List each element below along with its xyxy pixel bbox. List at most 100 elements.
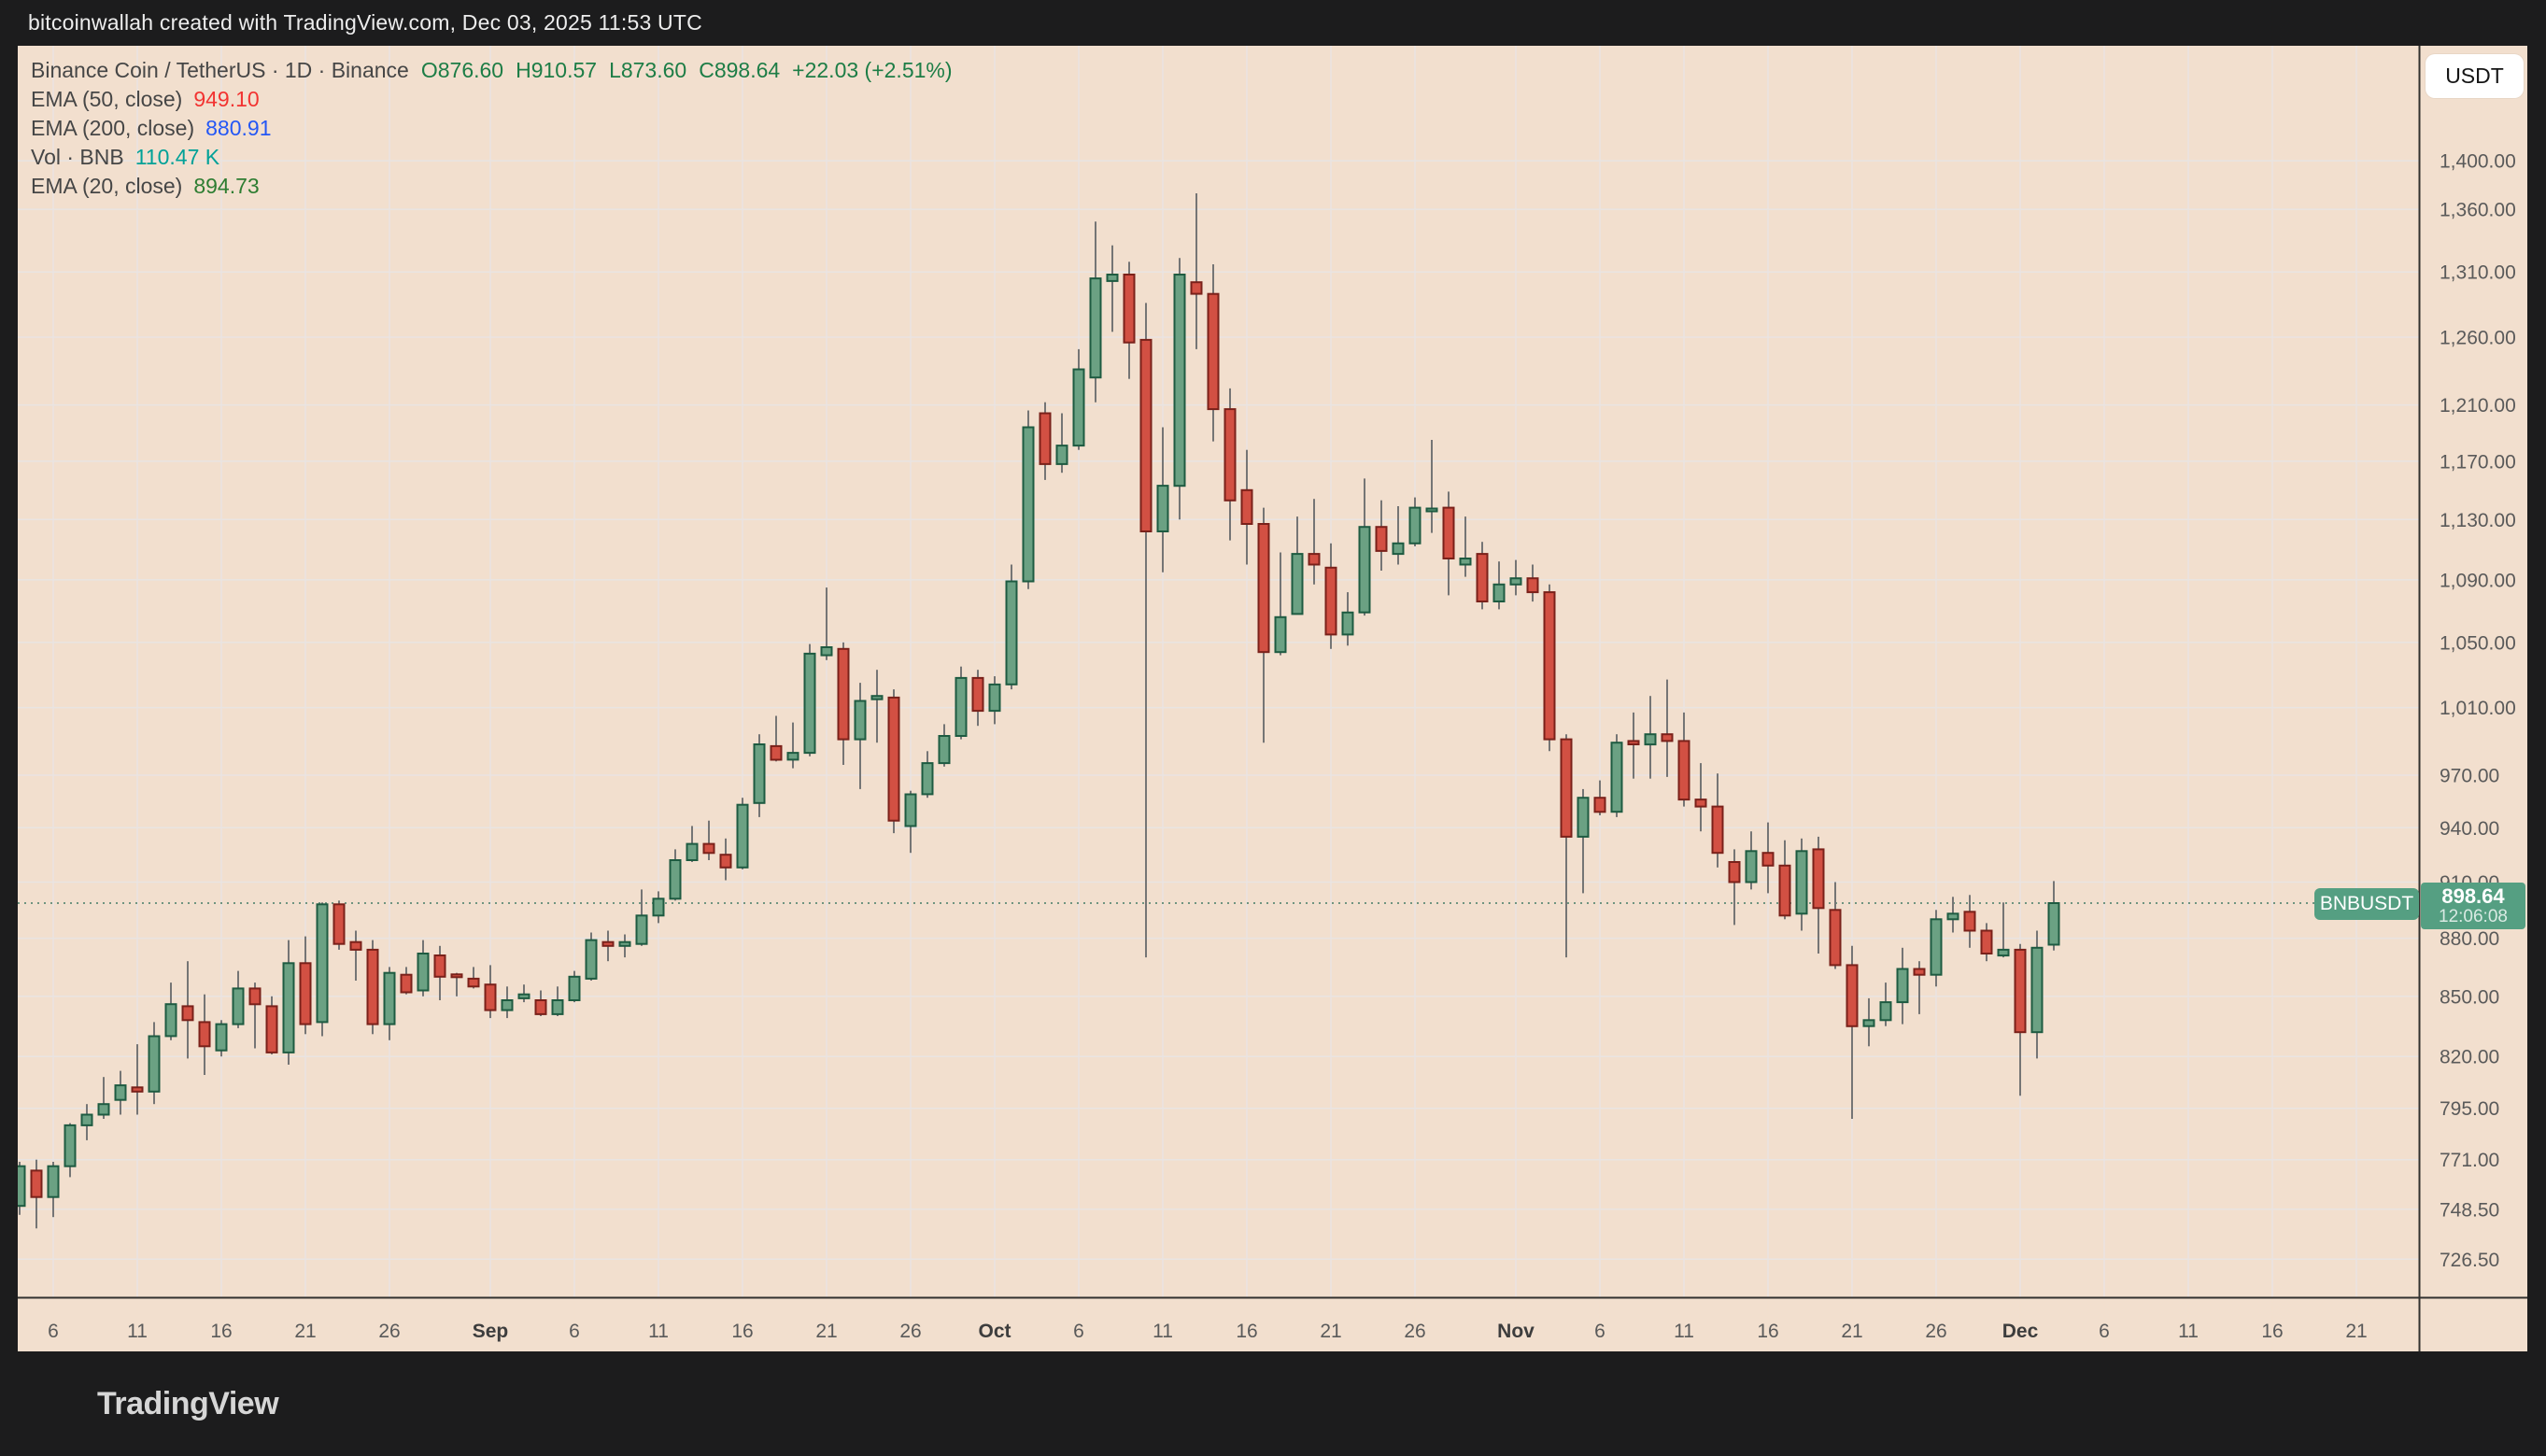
currency-toggle-button[interactable]: USDT: [2426, 54, 2524, 98]
candle-body: [1425, 507, 1438, 513]
candle: [686, 826, 699, 862]
candle-body: [248, 987, 262, 1006]
candle-body: [2014, 948, 2027, 1034]
price-tick-label: 1,170.00: [2440, 451, 2516, 473]
candle: [1341, 592, 1354, 646]
candle: [1005, 564, 1018, 690]
price-tick-label: 1,360.00: [2440, 200, 2516, 221]
candle-body: [988, 683, 1001, 713]
candle: [1812, 836, 1825, 954]
candle-body: [1526, 577, 1539, 594]
candle: [1223, 388, 1237, 541]
candle: [1795, 838, 1808, 931]
time-tick-label: 6: [48, 1321, 59, 1342]
candle: [1677, 712, 1690, 807]
legend-symbol-row[interactable]: Binance Coin / TetherUS · 1D · Binance O…: [31, 56, 965, 85]
legend-ema50-row[interactable]: EMA (50, close) 949.10: [31, 85, 965, 114]
candle: [719, 838, 732, 881]
candle: [1963, 895, 1976, 948]
candle: [1711, 773, 1724, 868]
time-tick-label: 16: [210, 1321, 232, 1342]
candle-body: [1123, 274, 1136, 344]
candle: [80, 1104, 93, 1140]
legend-ema200-row[interactable]: EMA (200, close) 880.91: [31, 114, 965, 143]
candle: [1358, 478, 1371, 616]
candle: [2030, 930, 2044, 1059]
candle: [1156, 427, 1169, 573]
time-axis[interactable]: [18, 1297, 2419, 1351]
candle-body: [1644, 733, 1657, 746]
candle: [887, 689, 900, 834]
ema200-label: EMA (200, close): [31, 116, 195, 140]
chart-plot-area[interactable]: [18, 46, 2419, 1297]
candle: [2014, 943, 2027, 1096]
price-tick-label: 1,090.00: [2440, 570, 2516, 591]
attribution-text: bitcoinwallah created with TradingView.c…: [28, 9, 702, 35]
candle: [1022, 410, 1035, 589]
time-tick-label: 16: [731, 1321, 753, 1342]
candle-body: [383, 971, 396, 1025]
candle-body: [1593, 797, 1606, 813]
candle: [1627, 712, 1640, 779]
tradingview-brand-text[interactable]: TradingView: [97, 1385, 279, 1421]
candle: [652, 891, 665, 924]
candle: [1207, 264, 1220, 442]
time-tick-label: 26: [899, 1321, 921, 1342]
time-tick-label: 16: [2261, 1321, 2283, 1342]
price-tick-label: 1,260.00: [2440, 328, 2516, 349]
candle-body: [1577, 797, 1590, 838]
candle: [702, 820, 715, 860]
candle-body: [114, 1084, 127, 1101]
candle-body: [1005, 580, 1018, 686]
candle-body: [349, 940, 362, 951]
candle-body: [1392, 542, 1405, 556]
candle-body: [1879, 1001, 1892, 1022]
candle: [417, 940, 430, 997]
candle-body: [1190, 281, 1203, 295]
candle-body: [534, 999, 547, 1015]
candle-body: [1476, 553, 1489, 602]
candle: [1291, 516, 1304, 615]
candle: [164, 982, 177, 1040]
candle-body: [1711, 805, 1724, 855]
candle-body: [18, 1165, 26, 1208]
candle-body: [80, 1113, 93, 1126]
candle-body: [1291, 553, 1304, 615]
price-axis[interactable]: [2419, 46, 2527, 1351]
candle: [248, 982, 262, 1049]
candle-body: [1274, 615, 1287, 654]
candle-body: [148, 1035, 161, 1093]
price-tick-label: 850.00: [2440, 986, 2499, 1008]
legend-ema20-row[interactable]: EMA (20, close) 894.73: [31, 172, 965, 201]
legend-volume-row[interactable]: Vol · BNB 110.47 K: [31, 143, 965, 172]
candle: [1476, 542, 1489, 610]
candle: [1661, 679, 1674, 777]
time-tick-label: 26: [1925, 1321, 1946, 1342]
candle-body: [1728, 861, 1741, 883]
candle: [1055, 413, 1068, 474]
time-tick-label: 26: [378, 1321, 400, 1342]
candle-body: [1896, 968, 1909, 1004]
candle: [349, 930, 362, 981]
candle-body: [484, 983, 497, 1011]
time-tick-label: Dec: [2002, 1321, 2039, 1342]
price-tick-label: 748.50: [2440, 1199, 2499, 1221]
candle-body: [601, 940, 615, 947]
candle: [1778, 840, 1791, 920]
candle-body: [1543, 591, 1556, 741]
candle-body: [1846, 964, 1859, 1027]
ohlc-open: O876.60: [420, 58, 504, 82]
candle: [921, 751, 934, 799]
candle-body: [1408, 506, 1422, 544]
price-tick-label: 820.00: [2440, 1047, 2499, 1068]
candle: [450, 972, 463, 997]
candle: [1274, 552, 1287, 656]
candle: [517, 984, 530, 1003]
time-tick-label: 6: [569, 1321, 580, 1342]
price-tick-label: 726.50: [2440, 1250, 2499, 1271]
candle: [753, 734, 766, 817]
ema200-value: 880.91: [205, 116, 272, 140]
candle: [1879, 982, 1892, 1026]
candle-body: [316, 903, 329, 1024]
